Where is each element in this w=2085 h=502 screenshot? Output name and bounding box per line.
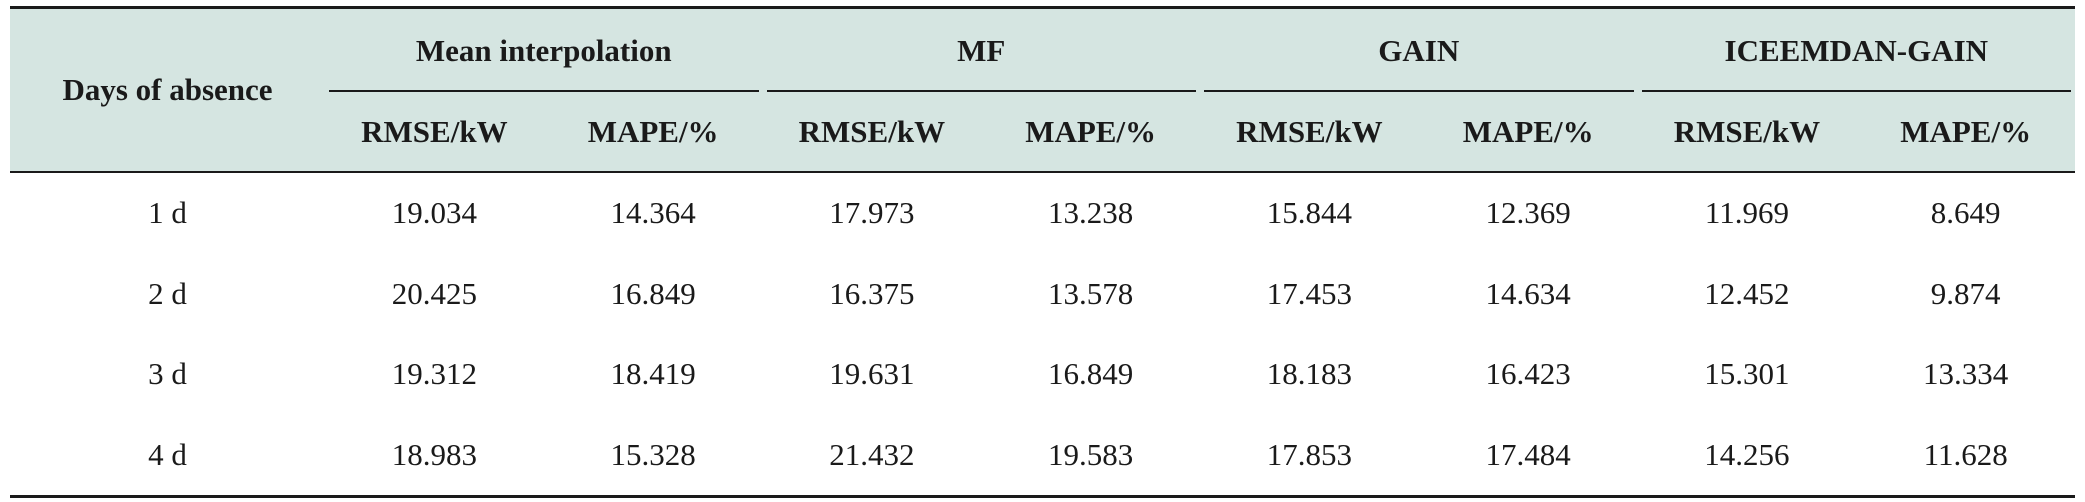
value-cell: 18.419 (610, 356, 696, 392)
value-cell: 12.452 (1704, 275, 1790, 311)
value-cell: 11.628 (1856, 414, 2076, 498)
value-cell: 17.484 (1418, 414, 1638, 498)
value-cell: 16.423 (1485, 356, 1571, 392)
value-cell: 19.312 (391, 356, 477, 392)
group-underline (766, 90, 1197, 92)
header-row-groups: Days of absence Mean interpolation MF GA… (10, 6, 2076, 173)
table-header: Days of absence Mean interpolation MF GA… (10, 6, 2076, 173)
value-cell: 17.973 (829, 195, 915, 231)
value-cell: 16.375 (829, 275, 915, 311)
value-cell: 21.432 (762, 414, 982, 498)
row-label-cell: 4 d (10, 414, 325, 498)
value-cell: 20.425 (391, 275, 477, 311)
results-table: Days of absence Mean interpolation MF GA… (10, 6, 2076, 498)
group-label: ICEEMDAN-GAIN (1724, 32, 1989, 68)
group-header-mf: MF (762, 6, 1201, 92)
table-row: 4 d 18.983 15.328 21.432 19.583 17.853 1… (10, 414, 2076, 498)
value-cell: 13.334 (1923, 356, 2009, 392)
group-underline (329, 90, 759, 92)
value-cell: 19.034 (391, 195, 477, 231)
value-cell: 14.256 (1637, 414, 1857, 498)
value-cell: 12.369 (1485, 195, 1571, 231)
group-label: GAIN (1378, 32, 1460, 68)
value-cell: 13.578 (1048, 275, 1134, 311)
header-row-metrics: RMSE/kW MAPE/% RMSE/kW MAPE/% RMSE/kW MA… (10, 92, 2076, 173)
row-label-cell: 3 d (148, 356, 187, 392)
value-cell: 11.969 (1704, 195, 1789, 231)
column-header-mape: MAPE/% (543, 92, 763, 173)
group-header-iceemdan-gain: ICEEMDAN-GAIN (1637, 6, 2076, 92)
value-cell: 18.983 (325, 414, 544, 498)
table-row: 3 d 19.312 18.419 19.631 16.849 18.183 1… (10, 334, 2075, 415)
value-cell: 15.328 (543, 414, 763, 498)
column-header-rmse: RMSE/kW (1200, 92, 1419, 173)
table-row: 2 d 20.425 16.849 16.375 13.578 17.453 1… (10, 254, 2075, 335)
corner-header: Days of absence (10, 6, 325, 173)
group-underline (1204, 90, 1634, 92)
column-header-rmse: RMSE/kW (1637, 92, 1857, 173)
group-underline (1641, 90, 2072, 92)
value-cell: 15.844 (1266, 195, 1353, 231)
value-cell: 19.631 (829, 356, 915, 392)
value-cell: 14.364 (610, 195, 696, 231)
group-label: Mean interpolation (415, 32, 672, 68)
column-header-rmse: RMSE/kW (762, 92, 982, 173)
row-label-cell: 2 d (148, 275, 187, 311)
value-cell: 18.183 (1266, 356, 1353, 392)
column-header-mape: MAPE/% (1418, 92, 1638, 173)
table-row: 1 d 19.034 14.364 17.973 13.238 15.844 1… (10, 172, 2075, 254)
group-label: MF (957, 32, 1006, 68)
row-label-cell: 1 d (148, 195, 187, 231)
value-cell: 17.853 (1200, 414, 1419, 498)
value-cell: 9.874 (1930, 275, 2001, 311)
value-cell: 19.583 (981, 414, 1201, 498)
group-header-gain: GAIN (1200, 6, 1638, 92)
table-body: 1 d 19.034 14.364 17.973 13.238 15.844 1… (10, 172, 2076, 498)
value-cell: 15.301 (1704, 356, 1790, 392)
value-cell: 13.238 (1048, 195, 1134, 231)
column-header-mape: MAPE/% (981, 92, 1201, 173)
value-cell: 17.453 (1266, 275, 1353, 311)
column-header-mape: MAPE/% (1856, 92, 2076, 173)
group-header-mean-interpolation: Mean interpolation (325, 6, 763, 92)
column-header-rmse: RMSE/kW (325, 92, 544, 173)
value-cell: 14.634 (1485, 275, 1571, 311)
value-cell: 8.649 (1930, 195, 2001, 231)
results-table-container: Days of absence Mean interpolation MF GA… (10, 6, 2076, 498)
value-cell: 16.849 (610, 275, 696, 311)
value-cell: 16.849 (1048, 356, 1134, 392)
